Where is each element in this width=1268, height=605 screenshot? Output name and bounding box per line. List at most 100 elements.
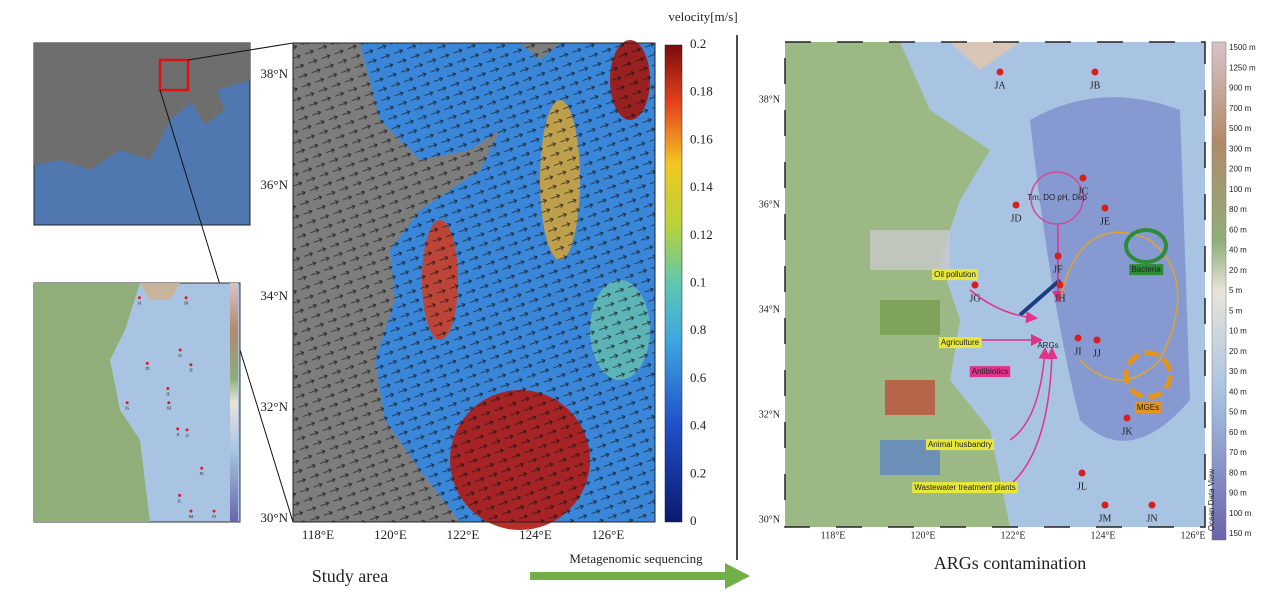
station-label: JF xyxy=(166,391,171,396)
station xyxy=(145,361,149,365)
colorbar-label: 0 xyxy=(690,513,697,528)
x-tick-label: 118°E xyxy=(302,527,334,542)
depth-label: 70 m xyxy=(1229,448,1247,457)
station xyxy=(971,281,979,289)
annotation: Antibiotics xyxy=(972,367,1008,376)
colorbar-label: 0.4 xyxy=(690,418,707,433)
colorbar-label: 0.2 xyxy=(690,465,706,480)
annotation-box xyxy=(932,269,978,281)
annotation: ARGs xyxy=(1037,341,1058,350)
station-label: JN xyxy=(1146,513,1157,524)
x-tick-label: 120°E xyxy=(374,527,407,542)
station-label: JJ xyxy=(185,433,189,438)
depth-label: 150 m xyxy=(1229,529,1252,538)
station-label: JM xyxy=(1099,513,1112,524)
depth-label: 200 m xyxy=(1229,165,1252,174)
x-tick-label: 124°E xyxy=(1090,530,1115,541)
caption: ARGs contamination xyxy=(934,553,1086,573)
y-tick-label: 30°N xyxy=(260,510,288,525)
station xyxy=(125,401,129,405)
args-map xyxy=(784,41,1227,541)
depth-label: 700 m xyxy=(1229,104,1252,113)
depth-label: 60 m xyxy=(1229,428,1247,437)
annotation: Tm, DO pH, Dep xyxy=(1027,193,1087,202)
depth-label: 40 m xyxy=(1229,387,1247,396)
station-label: JJ xyxy=(1093,348,1101,359)
station-label: JE xyxy=(189,368,194,373)
station xyxy=(200,466,204,470)
depth-label: 20 m xyxy=(1229,266,1247,275)
annotation: Agriculture xyxy=(941,338,980,347)
annotation: Oil pollution xyxy=(934,270,976,279)
station xyxy=(1079,174,1087,182)
depth-label: 40 m xyxy=(1229,246,1247,255)
station-label: JA xyxy=(137,301,142,306)
y-tick-label: 34°N xyxy=(260,288,288,303)
station xyxy=(137,296,141,300)
station-label: JA xyxy=(994,80,1006,91)
depth-label: 500 m xyxy=(1229,124,1252,133)
station xyxy=(1093,336,1101,344)
station-label: JL xyxy=(178,498,183,503)
depth-label: 10 m xyxy=(1229,327,1247,336)
annotation-box xyxy=(925,439,995,451)
station-label: JL xyxy=(1077,481,1087,492)
depth-label: 80 m xyxy=(1229,205,1247,214)
colorbar-label: 0.6 xyxy=(690,370,707,385)
station-label: JB xyxy=(184,301,189,306)
y-tick-label: 38°N xyxy=(260,66,288,81)
colorbar-label: 0.18 xyxy=(690,84,713,99)
x-tick-label: 120°E xyxy=(910,530,935,541)
station-label: JH xyxy=(1054,293,1065,304)
station xyxy=(1091,68,1099,76)
small-map xyxy=(33,282,241,523)
y-tick-label: 36°N xyxy=(260,177,288,192)
y-tick-label: 30°N xyxy=(759,514,780,525)
colorbar-label: 0.14 xyxy=(690,179,713,194)
depth-label: 50 m xyxy=(1229,408,1247,417)
station-label: JC xyxy=(178,353,183,358)
station xyxy=(189,363,193,367)
y-tick-label: 34°N xyxy=(759,304,780,315)
station-label: JK xyxy=(1121,426,1133,437)
caption: Study area xyxy=(312,566,388,586)
colorbar-title: velocity[m/s] xyxy=(668,9,737,24)
colorbar-label: 0.12 xyxy=(690,227,713,242)
y-tick-label: 32°N xyxy=(260,399,288,414)
station xyxy=(212,509,216,513)
station xyxy=(1054,252,1062,260)
depth-label: 100 m xyxy=(1229,509,1252,518)
depth-label: 1250 m xyxy=(1229,63,1256,72)
process-arrow xyxy=(530,563,750,589)
depth-label: 20 m xyxy=(1229,347,1247,356)
annotation-box xyxy=(1134,402,1162,414)
annotation-box xyxy=(912,482,1018,494)
y-tick-label: 38°N xyxy=(759,94,780,105)
annotation-box xyxy=(1129,264,1164,276)
colorbar-label: 0.16 xyxy=(690,131,713,146)
station xyxy=(176,427,180,431)
station xyxy=(1123,414,1131,422)
world-inset xyxy=(33,42,294,523)
x-tick-label: 122°E xyxy=(447,527,480,542)
depth-label: 80 m xyxy=(1229,468,1247,477)
station xyxy=(1148,501,1156,509)
station xyxy=(189,509,193,513)
depth-label: 5 m xyxy=(1229,306,1243,315)
arrow-label: Metagenomic sequencing xyxy=(569,551,703,566)
station-label: JI xyxy=(1074,346,1081,357)
annotation: Wastewater treatment plants xyxy=(914,483,1016,492)
station-label: JH xyxy=(167,406,172,411)
station-label: JC xyxy=(1078,186,1089,197)
x-tick-label: 124°E xyxy=(519,527,552,542)
station xyxy=(1078,469,1086,477)
depth-label: 90 m xyxy=(1229,489,1247,498)
velocity-map: velocity[m/s] xyxy=(292,9,738,530)
station-label: JG xyxy=(969,293,980,304)
station xyxy=(1101,204,1109,212)
depth-label: 1500 m xyxy=(1229,43,1256,52)
y-tick-label: 36°N xyxy=(759,199,780,210)
station xyxy=(184,296,188,300)
y-tick-label: 32°N xyxy=(759,409,780,420)
